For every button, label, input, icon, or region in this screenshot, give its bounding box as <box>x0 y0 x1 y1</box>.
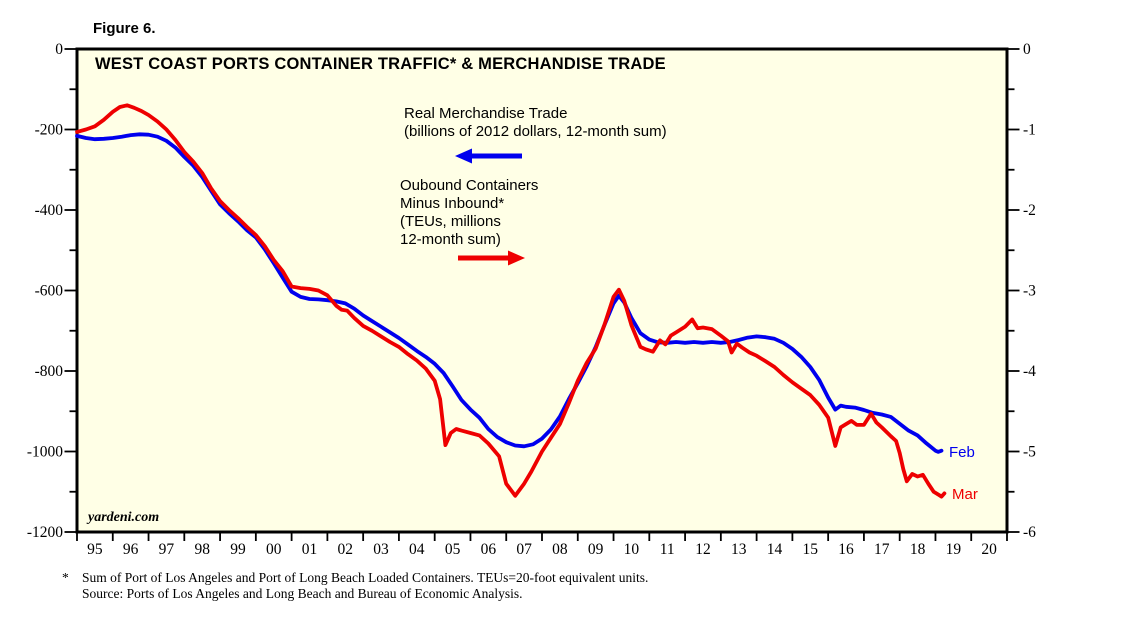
left-tick-label: -400 <box>35 202 64 219</box>
right-tick-label: 0 <box>1023 41 1031 58</box>
x-tick-label: 97 <box>159 541 175 558</box>
x-tick-label: 09 <box>588 541 604 558</box>
series-line-blue <box>75 132 944 454</box>
x-tick-label: 13 <box>731 541 747 558</box>
right-tick-label: -3 <box>1023 283 1036 300</box>
left-tick-label: -800 <box>35 363 64 380</box>
x-tick-label: 12 <box>695 541 711 558</box>
footnote: Sum of Port of Los Angeles and Port of L… <box>82 570 648 602</box>
blue-left-arrow-icon <box>455 148 522 164</box>
x-tick-label: 17 <box>874 541 890 558</box>
right-tick-label: -1 <box>1023 122 1036 139</box>
right-tick-label: -4 <box>1023 363 1036 380</box>
containers-annotation: Oubound Containers Minus Inbound* (TEUs,… <box>400 177 538 249</box>
footnote-marker: * <box>62 570 69 585</box>
x-tick-label: 08 <box>552 541 568 558</box>
annotation-line: Real Merchandise Trade <box>404 105 568 122</box>
x-tick-label: 10 <box>624 541 640 558</box>
watermark: yardeni.com <box>88 510 160 525</box>
blue-series-end-label: Feb <box>949 444 975 461</box>
x-tick-label: 01 <box>302 541 318 558</box>
x-tick-label: 15 <box>803 541 819 558</box>
x-tick-label: 98 <box>194 541 210 558</box>
left-tick-label: 0 <box>55 41 63 58</box>
series-line-red <box>75 103 947 499</box>
right-tick-label: -6 <box>1023 524 1036 541</box>
x-tick-label: 00 <box>266 541 282 558</box>
right-tick-label: -5 <box>1023 444 1036 461</box>
x-tick-label: 96 <box>123 541 139 558</box>
annotation-line: Minus Inbound* <box>400 195 505 212</box>
left-tick-label: -200 <box>35 122 64 139</box>
x-tick-label: 05 <box>445 541 461 558</box>
x-tick-label: 20 <box>981 541 997 558</box>
axis-ticks <box>64 48 1020 541</box>
x-tick-label: 14 <box>767 541 783 558</box>
figure-label: Figure 6. <box>93 20 156 37</box>
red-series-end-label: Mar <box>952 486 978 503</box>
footnote-line: Source: Ports of Los Angeles and Long Be… <box>82 586 523 601</box>
x-tick-label: 06 <box>481 541 497 558</box>
x-tick-label: 16 <box>838 541 854 558</box>
right-tick-label: -2 <box>1023 202 1036 219</box>
merchandise-trade-annotation: Real Merchandise Trade (billions of 2012… <box>404 105 667 141</box>
x-tick-label: 07 <box>516 541 532 558</box>
x-tick-label: 18 <box>910 541 926 558</box>
footnote-line: Sum of Port of Los Angeles and Port of L… <box>82 570 649 585</box>
left-tick-label: -600 <box>35 283 64 300</box>
left-tick-label: -1200 <box>27 524 63 541</box>
data-series-lines <box>75 103 947 499</box>
annotation-line: (TEUs, millions <box>400 213 501 230</box>
chart-title: WEST COAST PORTS CONTAINER TRAFFIC* & ME… <box>95 55 666 73</box>
left-tick-label: -1000 <box>27 444 63 461</box>
x-tick-label: 04 <box>409 541 425 558</box>
x-tick-label: 11 <box>660 541 675 558</box>
red-right-arrow-icon <box>458 250 525 266</box>
x-tick-label: 99 <box>230 541 246 558</box>
x-tick-label: 95 <box>87 541 103 558</box>
annotation-line: 12-month sum) <box>400 231 501 248</box>
x-tick-label: 03 <box>373 541 389 558</box>
x-tick-label: 02 <box>338 541 354 558</box>
annotation-line: (billions of 2012 dollars, 12-month sum) <box>404 123 667 140</box>
x-tick-label: 19 <box>946 541 962 558</box>
annotation-line: Oubound Containers <box>400 177 539 194</box>
axis-tick-labels: 0-200-400-600-800-1000-12000-1-2-3-4-5-6… <box>27 41 1036 558</box>
